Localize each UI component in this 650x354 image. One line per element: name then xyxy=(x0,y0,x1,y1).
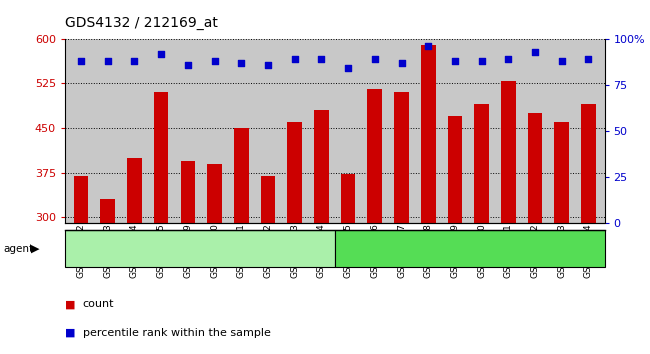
Bar xyxy=(448,116,462,354)
Bar xyxy=(367,90,382,354)
Text: GDS4132 / 212169_at: GDS4132 / 212169_at xyxy=(65,16,218,30)
Point xyxy=(556,58,567,64)
Bar xyxy=(127,158,142,354)
Point xyxy=(476,58,487,64)
Bar xyxy=(181,161,195,354)
Bar xyxy=(528,113,542,354)
Point xyxy=(530,49,540,55)
Bar xyxy=(341,174,356,354)
Point xyxy=(583,56,593,62)
Bar xyxy=(261,176,276,354)
Point xyxy=(76,58,86,64)
Bar xyxy=(581,104,596,354)
Bar xyxy=(421,45,436,354)
Point xyxy=(396,60,407,66)
Bar xyxy=(554,122,569,354)
Point xyxy=(370,56,380,62)
Point xyxy=(289,56,300,62)
Text: ▶: ▶ xyxy=(31,244,40,254)
Point xyxy=(450,58,460,64)
Bar xyxy=(73,176,88,354)
Point xyxy=(423,44,434,49)
Point xyxy=(183,62,193,68)
Bar xyxy=(314,110,329,354)
Point xyxy=(209,58,220,64)
Bar xyxy=(100,199,115,354)
Point xyxy=(316,56,326,62)
Bar xyxy=(394,92,409,354)
Point xyxy=(236,60,246,66)
Bar xyxy=(474,104,489,354)
Text: ■: ■ xyxy=(65,328,75,338)
Bar xyxy=(501,80,515,354)
Bar xyxy=(207,164,222,354)
Point xyxy=(156,51,166,57)
Point xyxy=(343,65,354,71)
Text: ■: ■ xyxy=(65,299,75,309)
Bar xyxy=(154,92,168,354)
Text: count: count xyxy=(83,299,114,309)
Point xyxy=(103,58,113,64)
Point xyxy=(263,62,273,68)
Text: percentile rank within the sample: percentile rank within the sample xyxy=(83,328,270,338)
Text: agent: agent xyxy=(3,244,33,254)
Text: pretreatment: pretreatment xyxy=(162,244,237,254)
Text: pioglitazone: pioglitazone xyxy=(436,244,504,254)
Bar xyxy=(287,122,302,354)
Bar xyxy=(234,128,248,354)
Point xyxy=(129,58,140,64)
Point xyxy=(503,56,514,62)
